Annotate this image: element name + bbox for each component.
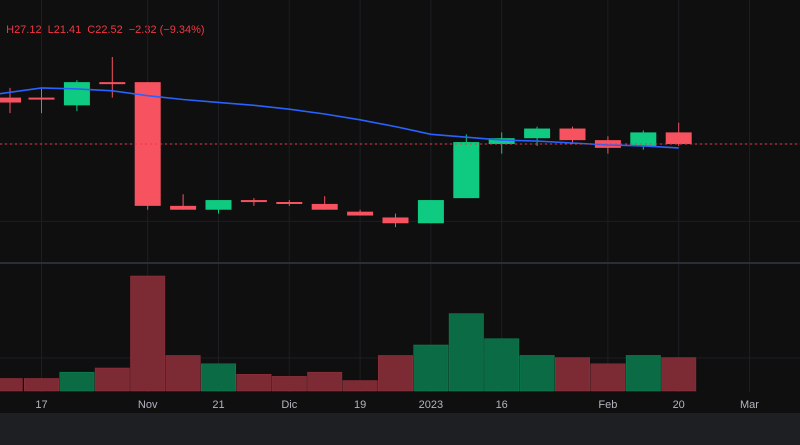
candle-body [417, 200, 444, 224]
x-tick-label: 16 [496, 399, 508, 411]
x-tick-label: Mar [740, 399, 759, 411]
volume-bar [94, 367, 130, 392]
candle-body [311, 203, 338, 210]
grid [0, 0, 800, 392]
ohlc-readout: H27.12 L21.41 C22.52 −2.32 (−9.34%) [0, 12, 211, 36]
volume-bar [555, 357, 590, 392]
time-axis[interactable] [0, 392, 800, 413]
candle-body [594, 140, 621, 148]
x-tick-label: 21 [212, 399, 224, 411]
x-tick-label: Feb [598, 399, 617, 411]
volume-bar [519, 355, 555, 392]
ohlc-close: C22.52 [87, 24, 123, 36]
volume-bar [130, 275, 166, 392]
candle-body [205, 200, 232, 210]
volume-bar [165, 355, 201, 392]
x-tick-label: Nov [138, 399, 158, 411]
volume-bar [590, 363, 626, 392]
volume-bar [484, 338, 520, 392]
candle-body [276, 202, 303, 204]
volume-bar [201, 363, 236, 392]
volume-bar [448, 313, 484, 392]
x-tick-label: 20 [673, 399, 685, 411]
volume-bar [307, 371, 343, 392]
bottom-toolbar[interactable] [0, 413, 800, 445]
volume-bar [24, 378, 59, 392]
ohlc-change: −2.32 (−9.34%) [128, 24, 205, 36]
x-tick-label: 19 [354, 399, 366, 411]
candle-body [559, 128, 586, 141]
volume-bar [271, 376, 307, 392]
candle-body [453, 142, 480, 199]
x-tick-label: Dic [281, 399, 297, 411]
volume-pane [0, 275, 697, 392]
candle-body [382, 217, 409, 224]
x-axis-ticks: 17Nov21Dic19202316Feb20Mar20 [35, 399, 759, 411]
volume-bar [236, 374, 272, 392]
volume-bar [342, 380, 378, 392]
candle-body [665, 132, 692, 144]
candle-body [0, 97, 21, 103]
candle-body [28, 97, 55, 100]
candle-body [63, 82, 90, 106]
volume-bar [625, 355, 661, 392]
volume-bar [413, 344, 449, 392]
x-tick-label: 2023 [419, 399, 443, 411]
volume-bar [378, 355, 413, 392]
moving-average-line [0, 87, 679, 149]
ohlc-low: L21.41 [47, 24, 82, 36]
candles [0, 57, 692, 228]
candle-body [240, 200, 267, 203]
x-tick-label: 17 [35, 399, 47, 411]
candle-body [630, 132, 657, 146]
volume-bar [59, 371, 95, 392]
candle-body [347, 211, 374, 216]
ohlc-high: H27.12 [6, 24, 42, 36]
volume-bar [661, 357, 697, 392]
candle-body [488, 138, 515, 144]
candle-body [99, 82, 126, 85]
candle-body [524, 128, 551, 139]
candle-body [170, 205, 197, 210]
volume-bar [0, 378, 23, 392]
